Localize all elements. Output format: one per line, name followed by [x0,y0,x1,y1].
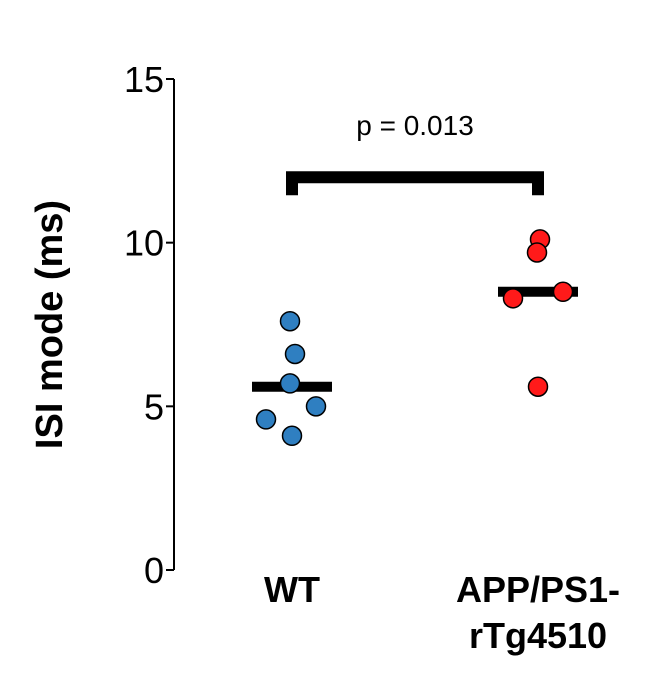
category-label: WT [264,569,320,610]
y-tick-label: 15 [124,59,164,100]
p-value-label: p = 0.013 [356,110,474,141]
category-label: APP/PS1- [456,569,620,610]
data-point [279,373,301,394]
data-point [552,281,574,303]
data-point [255,409,277,430]
data-point [526,242,548,263]
data-point [284,343,306,365]
significance-bracket [286,171,544,196]
y-tick-label: 10 [124,223,164,264]
category-label: rTg4510 [469,615,607,656]
data-point [279,310,301,332]
data-point [305,396,327,417]
y-axis-label: ISI mode (ms) [29,200,71,449]
data-point [502,288,524,309]
y-tick-label: 5 [144,386,164,427]
data-point [527,376,549,397]
data-point [281,425,303,447]
y-tick-label: 0 [144,550,164,591]
